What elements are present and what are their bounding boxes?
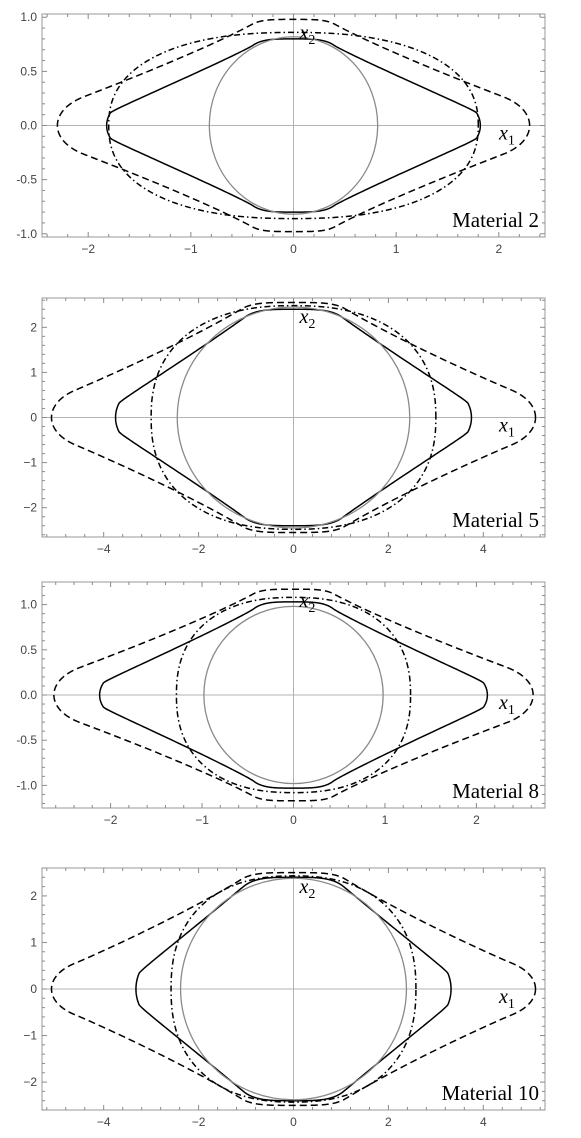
x-tick-label: 0	[290, 542, 297, 556]
reference-circle	[179, 877, 408, 1101]
solid-curve	[135, 876, 452, 1102]
x2-axis-label: x2	[299, 22, 316, 48]
x-tick-label: 2	[385, 542, 392, 556]
y-tick-label: -0.5	[16, 173, 37, 187]
x1-axis-name: x	[498, 123, 508, 145]
curves-group	[50, 871, 537, 1107]
y-tick-label: -1.0	[16, 778, 37, 792]
y-tick-label: -1.0	[16, 227, 37, 241]
x2-axis-subscript: 2	[308, 317, 315, 332]
x2-axis-name: x	[299, 590, 309, 612]
x-tick-label: 2	[385, 1115, 392, 1129]
x-tick-label: 1	[382, 813, 389, 827]
y-tick-label: 0	[30, 982, 37, 996]
y-tick-label: -0.5	[16, 733, 37, 747]
x-tick-label: 2	[495, 242, 502, 256]
x-tick-label: −1	[184, 242, 198, 256]
x1-axis-label: x1	[498, 415, 515, 441]
y-tick-label: 2	[30, 889, 37, 903]
y-tick-label: 2	[30, 320, 37, 334]
reference-circle	[208, 36, 379, 215]
x-tick-label: −2	[104, 813, 118, 827]
x1-axis-name: x	[498, 986, 508, 1008]
x1-axis-label: x1	[498, 986, 515, 1012]
x-tick-label: −1	[195, 813, 209, 827]
material-label: Material 10	[442, 1081, 539, 1105]
dashed-curve	[50, 301, 537, 534]
y-tick-label: −2	[23, 1075, 37, 1089]
x-tick-label: −4	[97, 542, 111, 556]
reference-circle	[203, 605, 384, 785]
x2-axis-label: x2	[299, 590, 316, 616]
solid-curve	[105, 38, 482, 213]
x2-axis-label: x2	[299, 876, 316, 902]
x-tick-label: −2	[81, 242, 95, 256]
y-tick-label: −2	[23, 501, 37, 515]
y-tick-label: 0.5	[20, 64, 37, 78]
y-tick-label: 0.5	[20, 643, 37, 657]
y-tick-label: −1	[23, 1029, 37, 1043]
x1-axis-name: x	[498, 415, 508, 437]
y-tick-label: 0	[30, 411, 37, 425]
x-tick-label: 1	[393, 242, 400, 256]
x-tick-label: −2	[192, 542, 206, 556]
y-tick-label: 0.0	[20, 688, 37, 702]
x2-axis-label: x2	[299, 306, 316, 332]
y-tick-label: 1	[30, 935, 37, 949]
y-tick-label: 0.0	[20, 119, 37, 133]
dashed-curve	[53, 588, 534, 802]
dashdot-curve	[150, 304, 437, 531]
x-tick-label: −4	[97, 1115, 111, 1129]
dashdot-curve	[170, 875, 417, 1103]
dashdot-curve	[107, 31, 480, 220]
x1-axis-subscript: 1	[508, 703, 515, 718]
x-tick-label: 0	[290, 1115, 297, 1129]
material-label: Material 2	[452, 208, 539, 232]
x2-axis-subscript: 2	[308, 887, 315, 902]
x1-axis-label: x1	[498, 123, 515, 149]
x2-axis-name: x	[299, 306, 309, 328]
y-tick-label: −1	[23, 456, 37, 470]
x-tick-label: 4	[480, 1115, 487, 1129]
x1-axis-name: x	[498, 692, 508, 714]
dashed-curve	[50, 871, 537, 1107]
solid-curve	[114, 308, 473, 527]
solid-curve	[98, 601, 489, 789]
x1-axis-subscript: 1	[508, 997, 515, 1012]
x1-axis-subscript: 1	[508, 426, 515, 441]
x-tick-label: 0	[290, 242, 297, 256]
x2-axis-subscript: 2	[308, 601, 315, 616]
y-tick-label: 1	[30, 365, 37, 379]
dashed-curve	[56, 18, 531, 233]
curves-group	[56, 18, 531, 233]
material-label: Material 5	[452, 508, 539, 532]
x-tick-label: 2	[473, 813, 480, 827]
curves-group	[50, 301, 537, 534]
y-tick-label: 1.0	[20, 598, 37, 612]
x2-axis-name: x	[299, 22, 309, 44]
x1-axis-label: x1	[498, 692, 515, 718]
curves-group	[53, 588, 534, 802]
x1-axis-subscript: 1	[508, 134, 515, 149]
x-tick-label: −2	[192, 1115, 206, 1129]
material-label: Material 8	[452, 779, 539, 803]
x-tick-label: 0	[290, 813, 297, 827]
y-tick-label: 1.0	[20, 10, 37, 24]
x-tick-label: 4	[480, 542, 487, 556]
x2-axis-name: x	[299, 876, 309, 898]
reference-circle	[176, 306, 411, 529]
x2-axis-subscript: 2	[308, 33, 315, 48]
